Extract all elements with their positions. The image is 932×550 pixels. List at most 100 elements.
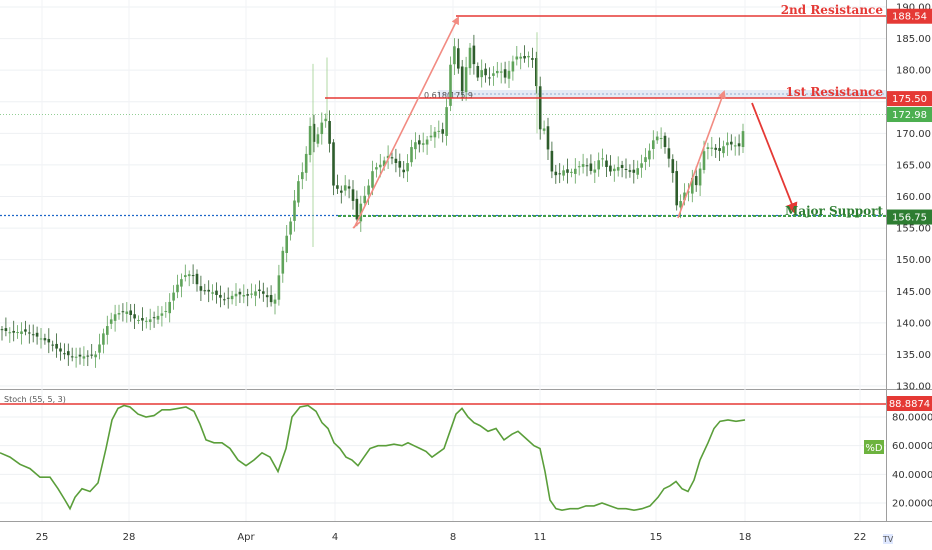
candle-body bbox=[484, 68, 487, 76]
candle-body bbox=[336, 185, 339, 189]
candle-body bbox=[156, 315, 160, 320]
candle-body bbox=[0, 329, 4, 331]
price-tick-label: 150.00 bbox=[896, 255, 931, 266]
candle-body bbox=[632, 169, 636, 173]
candle-body bbox=[262, 291, 265, 294]
candle-body bbox=[277, 275, 281, 300]
candle-body bbox=[460, 66, 464, 92]
candlesticks bbox=[0, 32, 745, 368]
price-tick-label: 160.00 bbox=[896, 192, 931, 203]
time-tick-labels: 25 28 Apr 4 8 11 15 18 22 bbox=[36, 532, 867, 543]
candle-body bbox=[250, 293, 253, 295]
candle-body bbox=[219, 294, 222, 298]
price-tick-label: 185.00 bbox=[896, 34, 931, 45]
candle-body bbox=[714, 147, 717, 150]
candle-body bbox=[86, 355, 90, 357]
price-tick-label: 165.00 bbox=[896, 160, 931, 171]
candle-body bbox=[211, 292, 214, 294]
candle-body bbox=[382, 160, 386, 167]
price-tick-label: 145.00 bbox=[896, 287, 931, 298]
second-resistance-label: 2nd Resistance bbox=[781, 3, 884, 17]
candle-body bbox=[730, 141, 733, 145]
candle-body bbox=[51, 344, 54, 346]
candle-body bbox=[234, 293, 238, 297]
candle-body bbox=[31, 334, 35, 336]
price-axis-panel bbox=[886, 0, 932, 521]
candle-body bbox=[613, 168, 616, 172]
candle-body bbox=[351, 189, 355, 201]
candle-body bbox=[203, 290, 207, 292]
candle-body bbox=[113, 314, 117, 321]
candle-body bbox=[558, 173, 561, 175]
stoch-tick-label: 20.0000 bbox=[892, 499, 932, 510]
candle-body bbox=[160, 313, 164, 316]
candle-body bbox=[379, 164, 382, 168]
candle-body bbox=[191, 275, 195, 277]
fib-label: 0.618(175.9 bbox=[424, 91, 473, 100]
candle-body bbox=[199, 286, 203, 291]
candle-body bbox=[683, 192, 686, 201]
candle-body bbox=[550, 150, 554, 172]
candle-body bbox=[35, 332, 39, 337]
candle-body bbox=[515, 56, 519, 60]
candle-body bbox=[328, 120, 331, 144]
svg-text:TV: TV bbox=[882, 535, 894, 544]
candle-body bbox=[511, 61, 515, 72]
price-tag-bg bbox=[887, 91, 932, 107]
candle-body bbox=[624, 168, 628, 170]
candle-body bbox=[129, 310, 132, 315]
candle-body bbox=[47, 338, 51, 343]
candle-body bbox=[168, 301, 171, 314]
candle-body bbox=[258, 289, 261, 291]
candle-body bbox=[90, 354, 93, 356]
candle-body bbox=[687, 191, 690, 193]
candle-body bbox=[172, 292, 175, 301]
price-tick-label: 170.00 bbox=[896, 129, 931, 140]
candle-body bbox=[585, 165, 589, 167]
candle-body bbox=[406, 163, 409, 172]
tradingview-logo: TV bbox=[882, 534, 894, 544]
candle-body bbox=[574, 168, 577, 174]
candle-body bbox=[507, 70, 511, 79]
candle-body bbox=[527, 55, 530, 58]
candle-body bbox=[20, 331, 23, 334]
candle-body bbox=[636, 168, 639, 175]
price-tags: 188.54 175.50 172.98 156.75 bbox=[887, 8, 932, 225]
price-tag-text: 156.75 bbox=[892, 213, 927, 224]
candle-body bbox=[180, 279, 183, 287]
candle-body bbox=[12, 330, 15, 333]
candle-body bbox=[499, 71, 503, 73]
time-tick-label: 8 bbox=[450, 532, 456, 543]
candle-body bbox=[601, 158, 604, 160]
candle-body bbox=[215, 290, 218, 295]
candle-body bbox=[741, 131, 745, 148]
stoch-tick-label: 80.0000 bbox=[892, 413, 932, 424]
candle-body bbox=[570, 171, 573, 173]
candle-body bbox=[28, 332, 31, 334]
candle-body bbox=[55, 343, 58, 349]
candle-body bbox=[702, 151, 706, 170]
upswing-arrow-1 bbox=[352, 18, 458, 229]
candle-body bbox=[304, 153, 308, 173]
candle-body bbox=[78, 354, 82, 357]
candle-body bbox=[367, 185, 370, 195]
candle-body bbox=[343, 185, 347, 191]
candle-body bbox=[363, 195, 366, 204]
candle-body bbox=[671, 159, 675, 174]
candle-body bbox=[546, 126, 550, 150]
candle-body bbox=[386, 155, 390, 159]
candle-body bbox=[597, 160, 600, 170]
candle-body bbox=[293, 200, 296, 221]
candle-body bbox=[24, 329, 27, 332]
candle-body bbox=[230, 295, 234, 300]
candle-body bbox=[644, 157, 647, 163]
candle-body bbox=[94, 354, 97, 358]
candle-body bbox=[70, 356, 74, 358]
candle-body bbox=[542, 128, 546, 131]
price-tag-bg bbox=[887, 107, 932, 123]
candle-body bbox=[554, 171, 558, 176]
candle-body bbox=[133, 314, 136, 319]
candle-body bbox=[726, 142, 729, 146]
candle-body bbox=[226, 297, 230, 299]
candle-body bbox=[301, 172, 304, 180]
